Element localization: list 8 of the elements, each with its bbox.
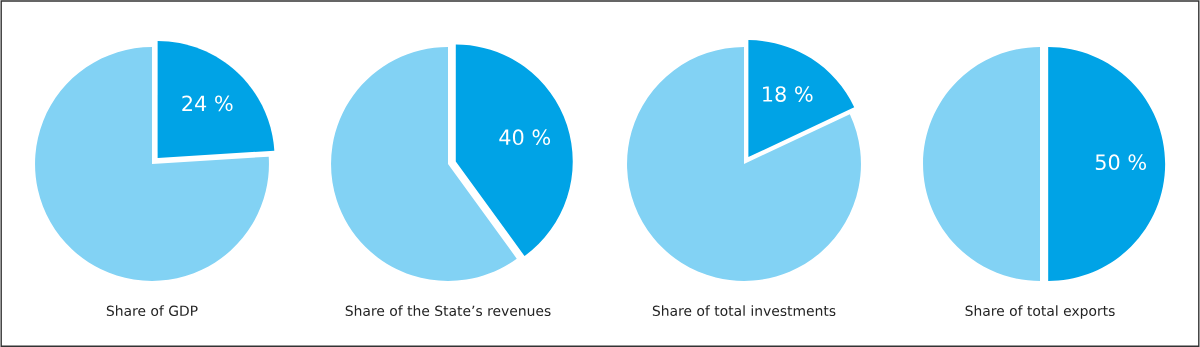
data-label: 50 % <box>1095 154 1147 171</box>
data-label: 40 % <box>499 129 551 146</box>
text: Share of the State’s revenues <box>345 305 551 317</box>
data-label: 24 % <box>182 95 233 112</box>
data-label: 18 % <box>763 86 813 102</box>
text: Share of GDP <box>106 305 198 317</box>
text: Share of total exports <box>965 305 1115 319</box>
text: Share of total investments <box>652 305 836 317</box>
